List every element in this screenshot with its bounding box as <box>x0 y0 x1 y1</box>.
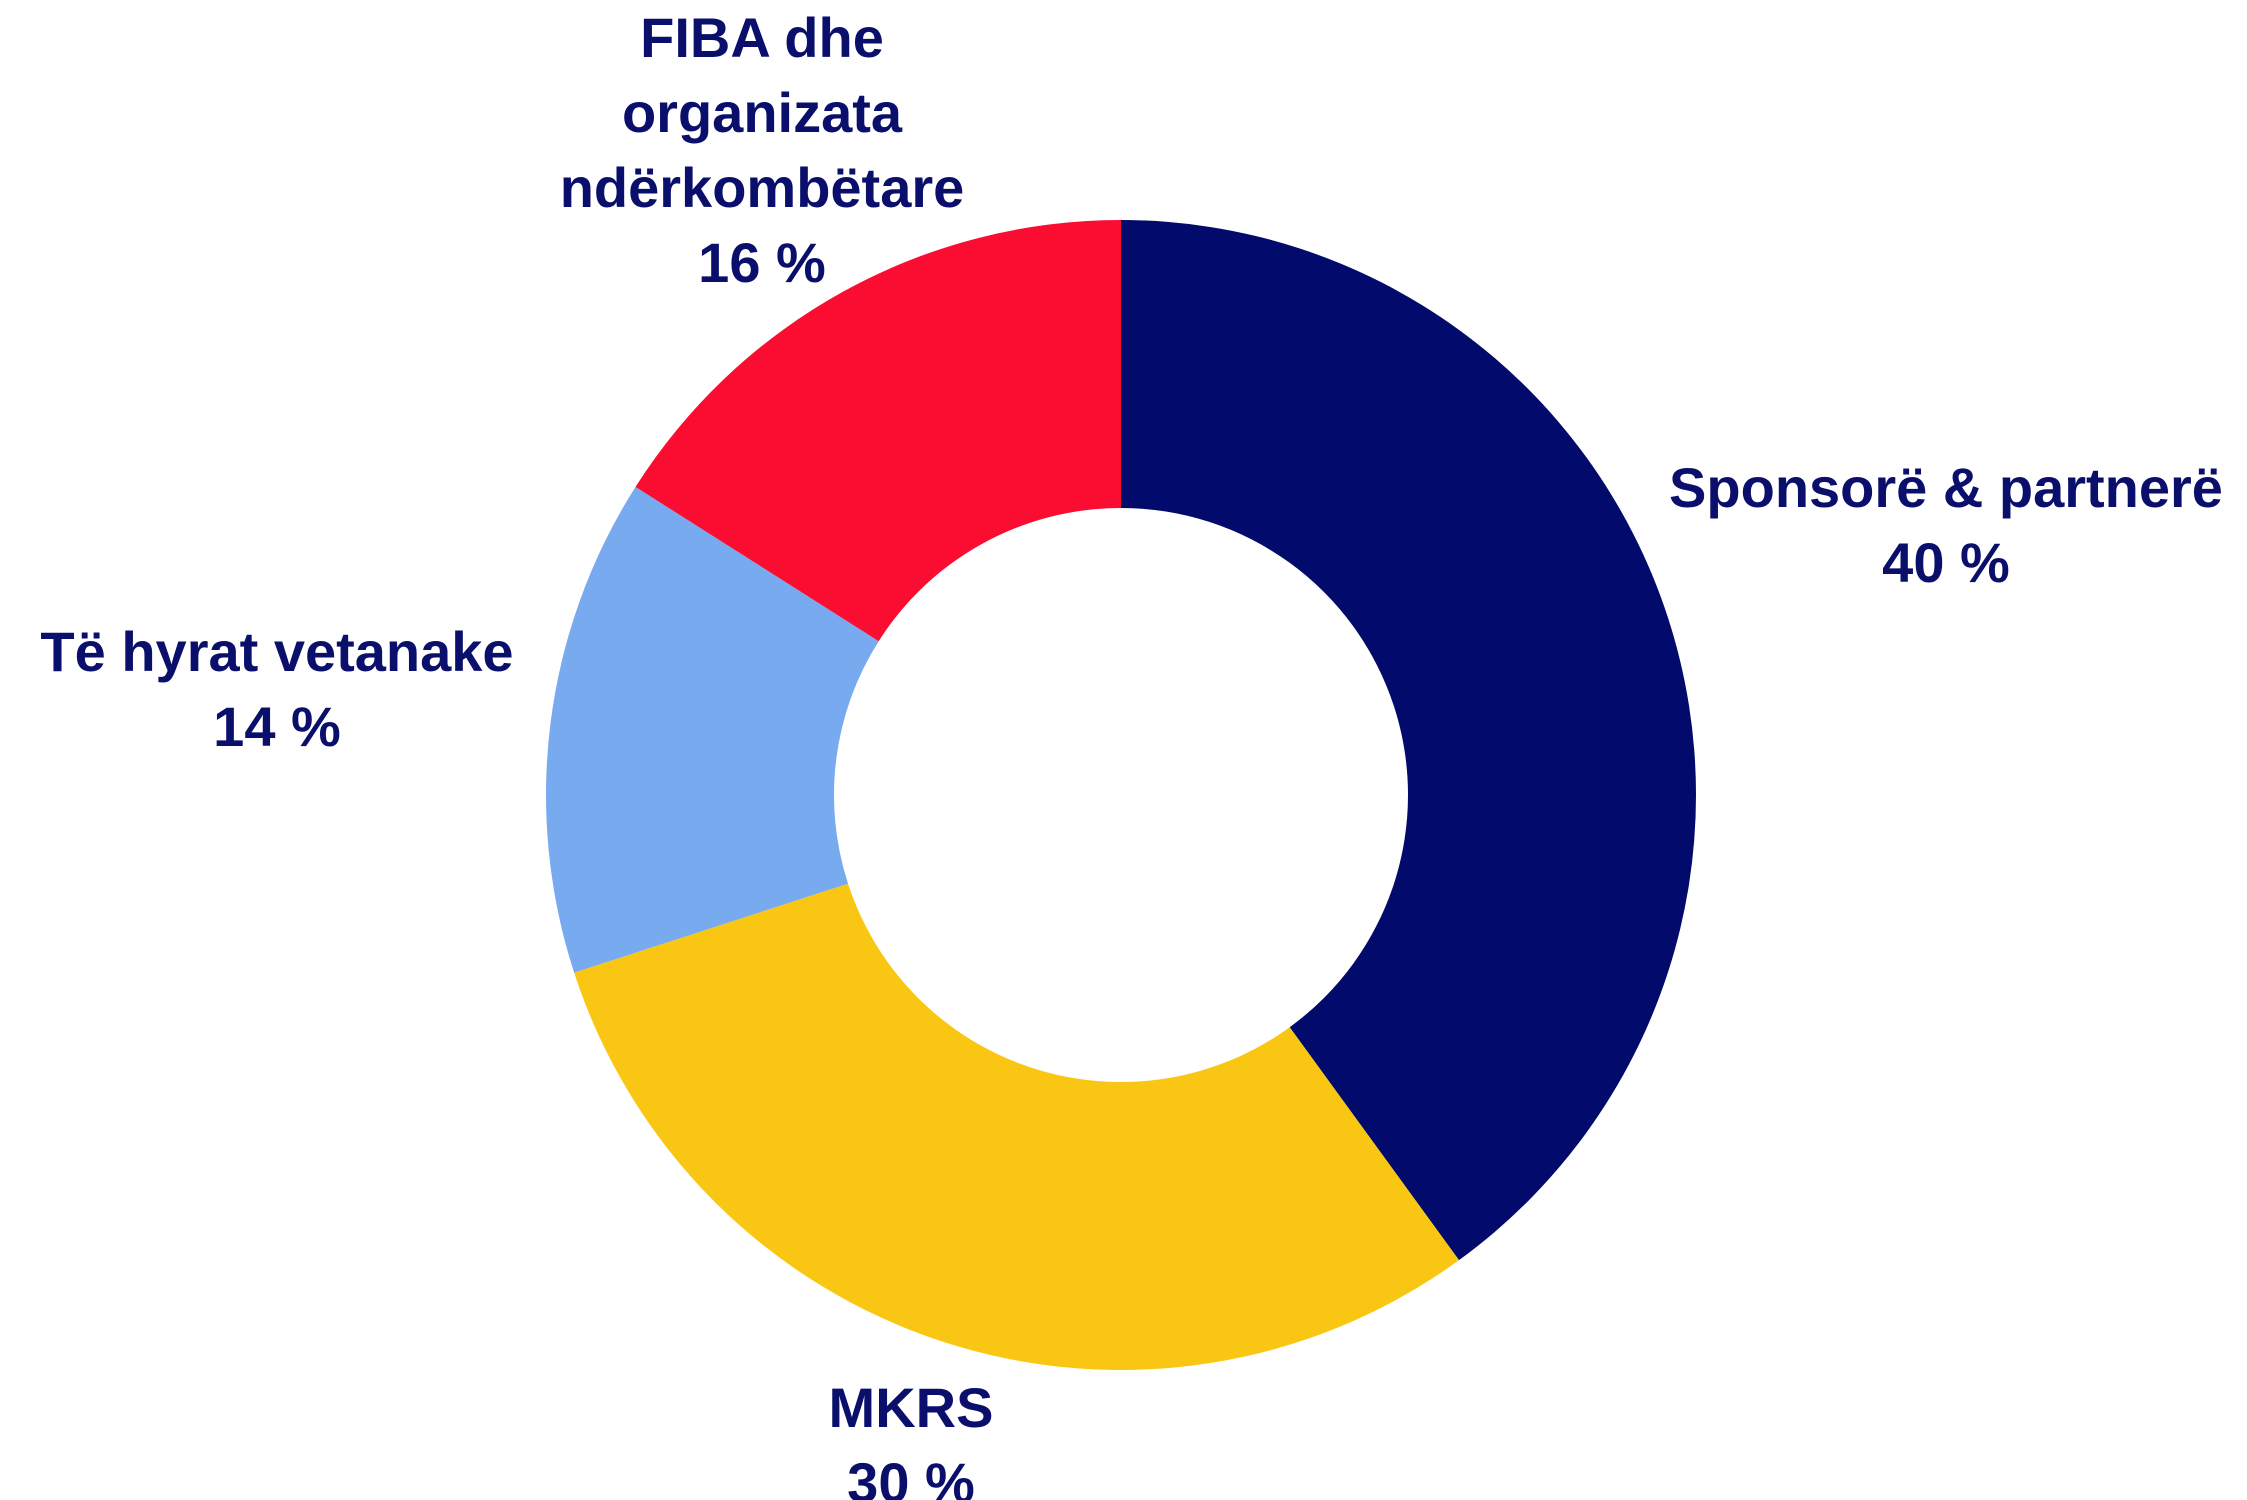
slice-label: FIBA dhe organizata ndërkombëtare 16 % <box>527 0 997 300</box>
slice-value: 16 % <box>698 231 826 294</box>
slice-value: 30 % <box>847 1451 975 1500</box>
slice-name: MKRS <box>828 1376 994 1439</box>
slice <box>574 883 1459 1371</box>
slice-label: Të hyrat vetanake 14 % <box>40 614 513 764</box>
slice-name: Sponsorë & partnerë <box>1669 456 2223 519</box>
slice <box>1121 220 1697 1261</box>
slice-label: MKRS 30 % <box>829 1370 994 1500</box>
slice-value: 14 % <box>213 695 341 758</box>
slice <box>635 219 1121 642</box>
slice-label: Sponsorë & partnerë 40 % <box>1669 450 2223 600</box>
slice-name: Të hyrat vetanake <box>40 620 514 683</box>
slice-name: FIBA dhe organizata ndërkombëtare <box>559 6 965 219</box>
slice-value: 40 % <box>1882 531 2010 594</box>
slice <box>545 486 879 973</box>
